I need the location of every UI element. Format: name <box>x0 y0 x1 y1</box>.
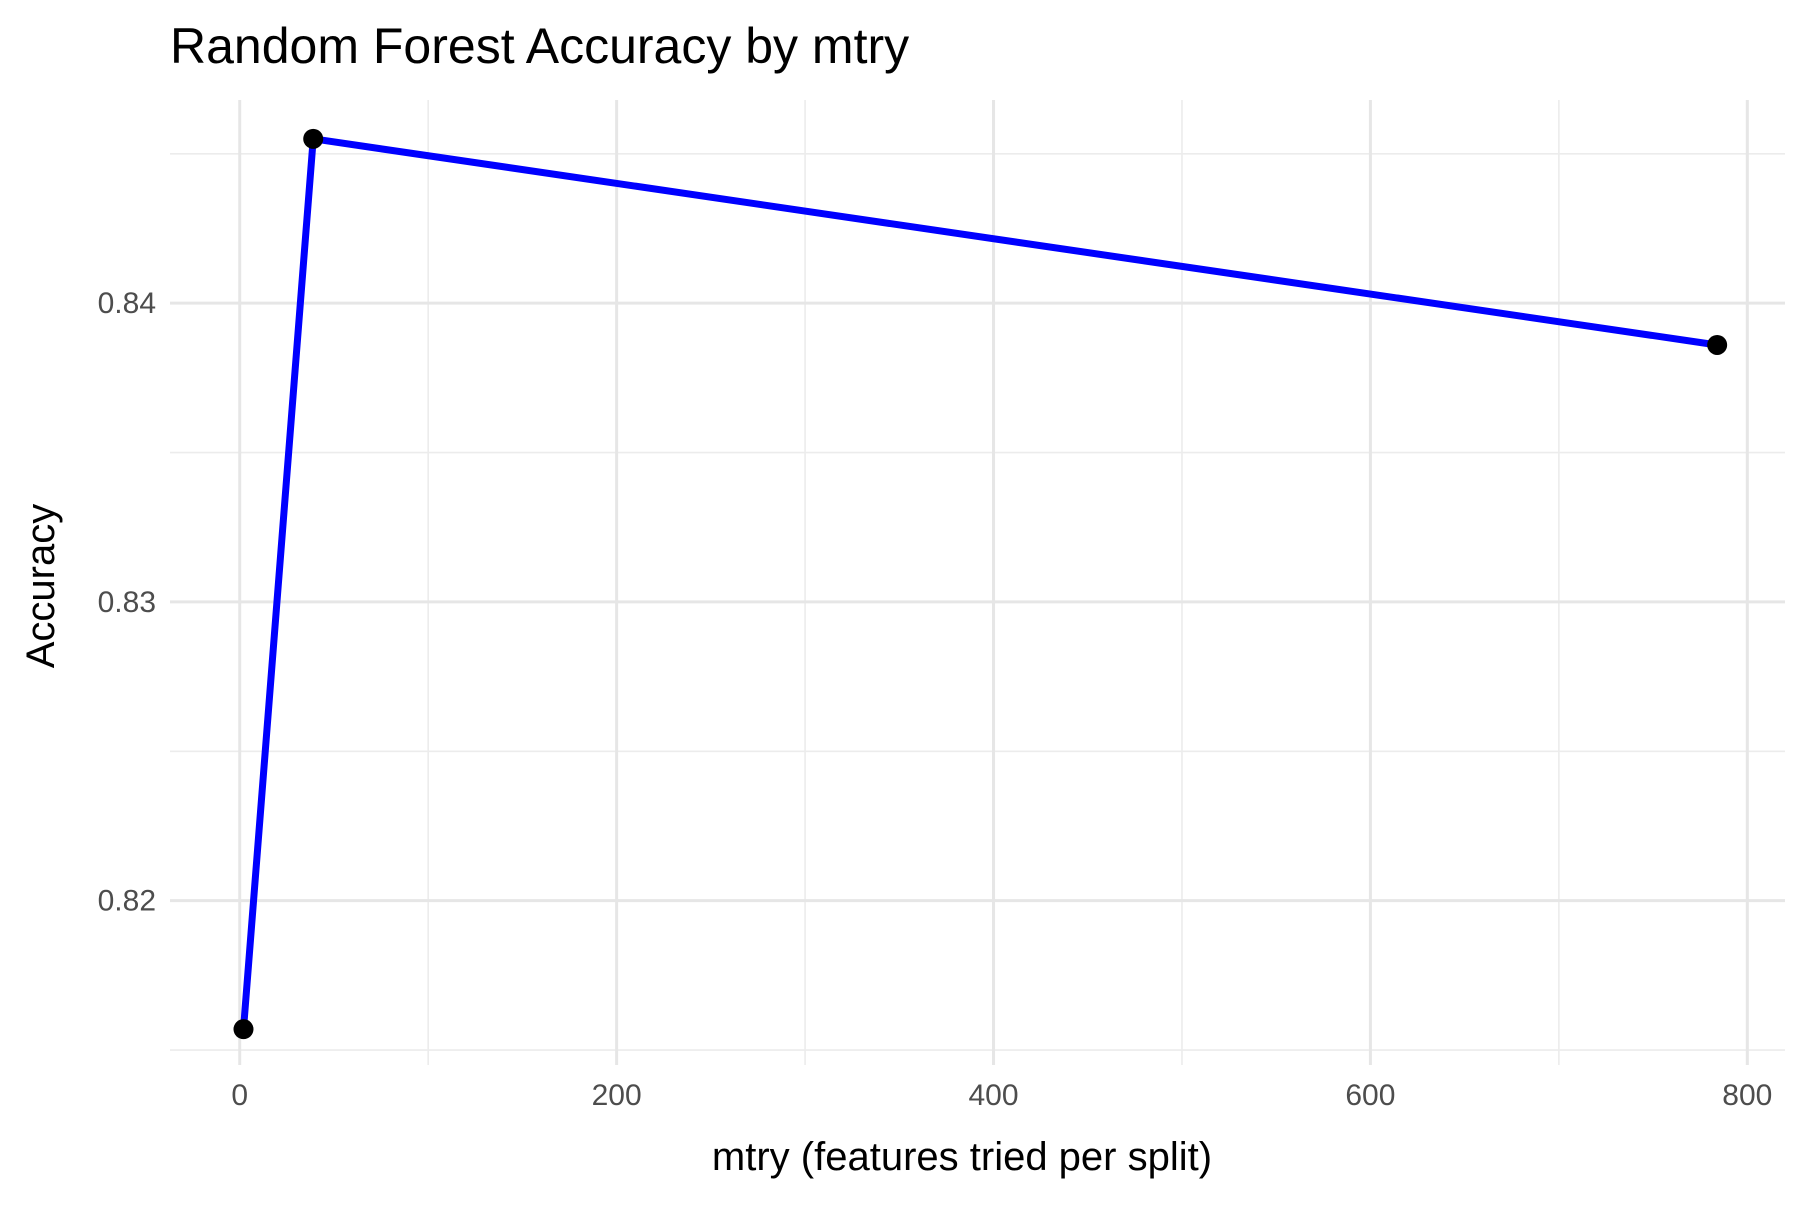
y-tick-label: 0.83 <box>98 586 156 619</box>
data-point <box>303 128 324 149</box>
chart-title: Random Forest Accuracy by mtry <box>170 18 909 74</box>
gridlines <box>170 100 1785 1065</box>
tick-labels: 0 200 400 600 800 0.82 0.83 0.84 <box>98 287 1773 1112</box>
series-layer <box>233 128 1728 1040</box>
x-tick-label: 200 <box>592 1079 642 1112</box>
x-tick-label: 600 <box>1345 1079 1395 1112</box>
data-point <box>1707 334 1728 355</box>
x-tick-label: 800 <box>1722 1079 1772 1112</box>
x-axis-label: mtry (features tried per split) <box>712 1135 1212 1179</box>
x-tick-label: 0 <box>231 1079 248 1112</box>
y-tick-label: 0.84 <box>98 287 156 320</box>
accuracy-series-line <box>239 135 1721 1033</box>
x-tick-label: 400 <box>968 1079 1018 1112</box>
y-tick-label: 0.82 <box>98 885 156 918</box>
data-point <box>233 1019 254 1040</box>
y-axis-label: Accuracy <box>19 504 63 669</box>
